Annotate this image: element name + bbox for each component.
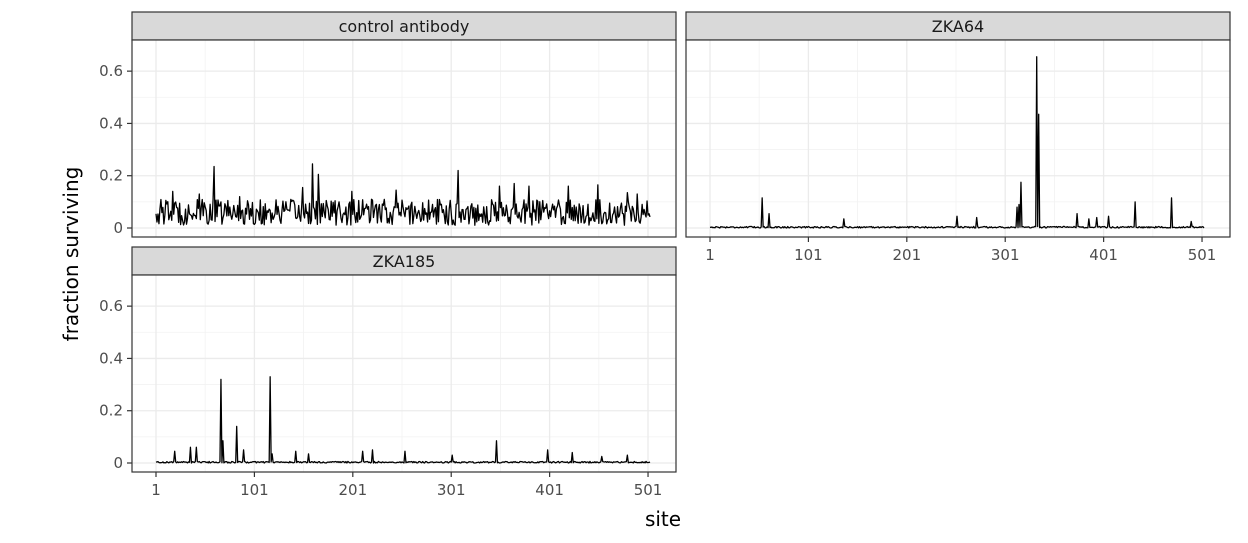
panel-zka64: ZKA64 1 101 201 301 401 501 <box>685 11 1231 264</box>
series-line <box>155 163 651 226</box>
x-tick-label: 301 <box>437 481 466 499</box>
strip-label: ZKA64 <box>932 17 984 36</box>
y-axis: 0 0.2 0.4 0.6 <box>99 62 132 237</box>
y-tick-label: 0.2 <box>99 402 123 420</box>
plot-frame <box>685 39 1231 238</box>
x-tick-label: 201 <box>892 246 921 264</box>
plot-area <box>132 40 676 237</box>
series-line <box>155 376 651 464</box>
y-tick-label: 0.6 <box>99 62 123 80</box>
y-tick-label: 0 <box>113 219 123 237</box>
y-axis-title: fraction surviving <box>59 167 83 342</box>
x-tick-label: 301 <box>991 246 1020 264</box>
x-tick-label: 1 <box>151 481 161 499</box>
strip-background <box>685 11 1231 41</box>
plot-frame <box>131 39 677 238</box>
x-tick-label: 101 <box>240 481 269 499</box>
panel-control-antibody: control antibody 0 0.2 0.4 0.6 <box>99 11 677 238</box>
y-tick-label: 0 <box>113 454 123 472</box>
x-tick-label: 501 <box>1188 246 1217 264</box>
x-axis: 1 101 201 301 401 501 <box>705 237 1216 264</box>
strip-label: ZKA185 <box>373 252 436 271</box>
data-line <box>155 376 651 464</box>
y-tick-label: 0.4 <box>99 349 123 367</box>
data-line <box>155 163 651 226</box>
y-tick-label: 0.2 <box>99 167 123 185</box>
series-line <box>709 56 1205 229</box>
x-tick-label: 101 <box>794 246 823 264</box>
plot-area <box>132 275 676 472</box>
x-axis: 1 101 201 301 401 501 <box>151 472 662 499</box>
panel-zka185: ZKA185 0 0.2 0.4 0.6 1 101 201 301 401 501 <box>99 246 677 499</box>
x-tick-label: 501 <box>634 481 663 499</box>
x-tick-label: 1 <box>705 246 715 264</box>
y-axis: 0 0.2 0.4 0.6 <box>99 297 132 472</box>
y-tick-label: 0.4 <box>99 114 123 132</box>
x-tick-label: 401 <box>535 481 564 499</box>
plot-area <box>686 40 1230 237</box>
strip-label: control antibody <box>339 17 470 36</box>
strip-background <box>131 11 677 41</box>
x-axis-title: site <box>645 507 681 531</box>
plot-frame <box>131 274 677 473</box>
y-tick-label: 0.6 <box>99 297 123 315</box>
x-tick-label: 201 <box>338 481 367 499</box>
x-tick-label: 401 <box>1089 246 1118 264</box>
strip-background <box>131 246 677 276</box>
data-line <box>709 56 1205 229</box>
